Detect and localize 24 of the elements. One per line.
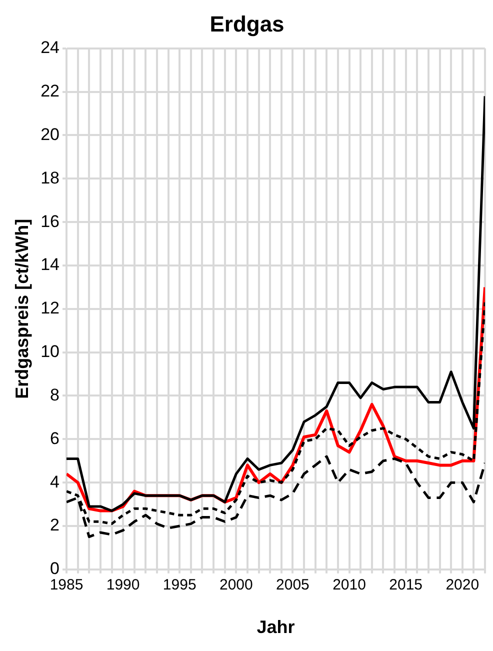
x-tick-label: 2010	[332, 576, 366, 594]
y-tick-label: 8	[50, 385, 60, 404]
y-tick-label: 2	[50, 516, 60, 535]
x-tick-label: 2015	[389, 576, 423, 594]
x-tick-label: 1995	[162, 576, 196, 594]
y-tick-label: 22	[40, 82, 60, 101]
y-tick-label: 10	[40, 342, 60, 362]
x-axis-title: Jahr	[256, 617, 295, 638]
y-tick-label: 12	[40, 298, 60, 318]
y-tick-label: 18	[40, 168, 60, 188]
y-tick-label: 6	[50, 428, 60, 448]
y-axis-title: Erdgaspreis [ct/kWh]	[12, 218, 32, 399]
x-tick-label: 1990	[106, 576, 140, 594]
y-tick-label: 14	[40, 255, 60, 274]
chart-title: Erdgas	[210, 11, 284, 36]
x-tick-label: 1985	[50, 576, 84, 594]
x-tick-label: 2000	[219, 576, 253, 594]
y-tick-label: 16	[40, 212, 60, 231]
y-tick-label: 0	[50, 559, 60, 578]
y-tick-label: 24	[40, 38, 60, 58]
y-tick-label: 20	[40, 124, 60, 144]
x-tick-label: 2020	[446, 576, 480, 594]
y-tick-label: 4	[50, 472, 60, 492]
x-tick-label: 2005	[276, 576, 310, 594]
